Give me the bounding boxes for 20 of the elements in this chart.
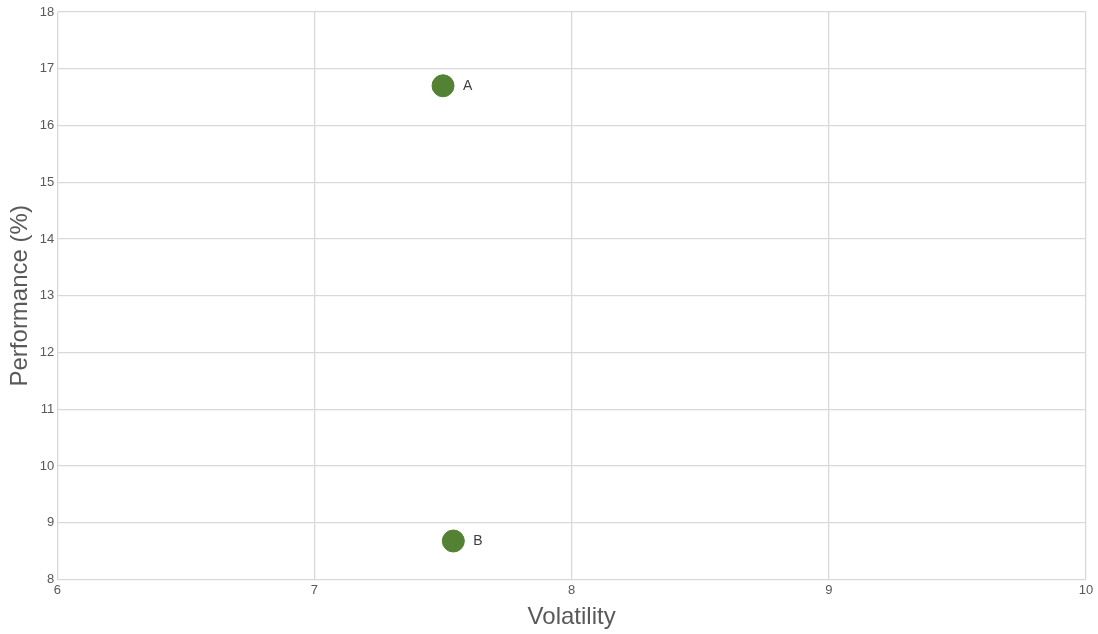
series-label: B [473, 531, 483, 548]
x-axis-title: Volatility [527, 602, 616, 630]
x-tick-label: 6 [53, 581, 61, 597]
x-tick-label: 9 [825, 581, 833, 597]
y-tick-label: 17 [39, 60, 55, 76]
y-tick-label: 10 [39, 457, 55, 473]
series-label: A [463, 76, 474, 93]
x-tick-label: 7 [310, 581, 319, 597]
y-tick-label: 9 [47, 514, 55, 530]
y-tick-label: 14 [39, 230, 55, 246]
y-tick-label: 11 [40, 400, 55, 416]
y-tick-label: 8 [47, 571, 55, 587]
y-tick-label: 12 [39, 344, 55, 360]
y-tick-label: 16 [39, 117, 55, 133]
y-tick-label: 18 [39, 3, 55, 19]
y-axis-title: Performance (%) [5, 205, 33, 387]
x-tick-label: 10 [1078, 581, 1094, 597]
y-tick-label: 15 [39, 173, 55, 189]
y-tick-label: 13 [39, 287, 55, 303]
x-tick-label: 8 [568, 581, 576, 597]
